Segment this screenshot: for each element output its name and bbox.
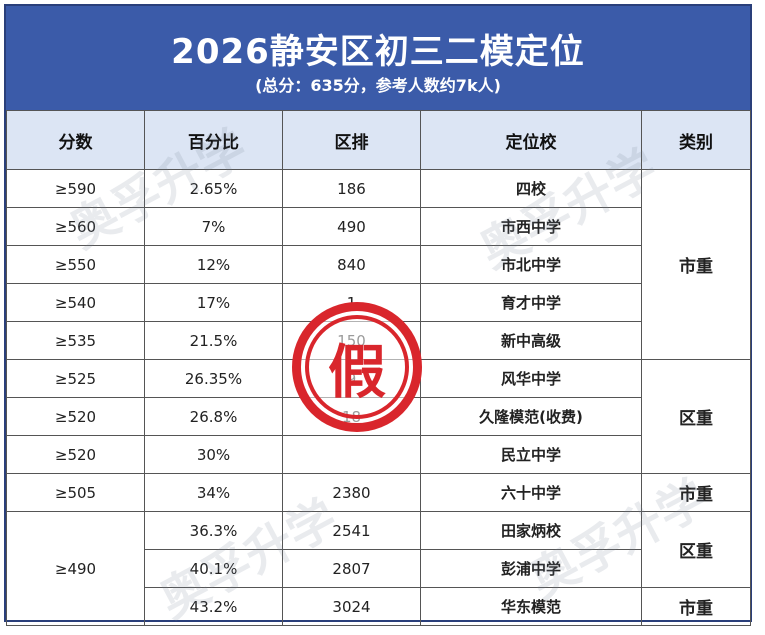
school-cell: 市西中学	[420, 207, 642, 246]
percent-cell: 2.65%	[144, 169, 283, 208]
school-cell: 久隆模范(收费)	[420, 397, 642, 436]
school-cell: 四校	[420, 169, 642, 208]
percent-cell: 7%	[144, 207, 283, 246]
rank-cell: 186	[282, 169, 421, 208]
percent-cell: 17%	[144, 283, 283, 322]
rank-cell: 2807	[282, 549, 421, 588]
fake-stamp: 假	[292, 302, 422, 432]
score-cell: ≥520	[6, 435, 145, 474]
percent-cell: 40.1%	[144, 549, 283, 588]
table-row: ≥490 36.3% 2541 田家炳校 区重	[6, 511, 751, 626]
table-row: ≥525 26.35% 9 风华中学 区重	[6, 359, 751, 474]
score-cell: ≥535	[6, 321, 145, 360]
rank-cell: 2380	[282, 473, 421, 512]
score-cell: ≥525	[6, 359, 145, 398]
score-cell: ≥560	[6, 207, 145, 246]
table-row: ≥550 12% 840 市北中学	[6, 245, 751, 284]
percent-cell: 21.5%	[144, 321, 283, 360]
column-header-rank: 区排	[282, 110, 421, 170]
percent-cell: 36.3%	[144, 511, 283, 550]
percent-cell: 34%	[144, 473, 283, 512]
page-title: 2026静安区初三二模定位	[171, 32, 585, 72]
table-header-row: 分数 百分比 区排 定位校 类别	[6, 110, 751, 170]
table-row: ≥505 34% 2380 六十中学 市重	[6, 473, 751, 512]
rank-cell: 3024	[282, 587, 421, 626]
score-cell: ≥505	[6, 473, 145, 512]
school-cell: 育才中学	[420, 283, 642, 322]
rank-cell: 840	[282, 245, 421, 284]
table-row: ≥520 30% 民立中学	[6, 435, 751, 474]
column-header-school: 定位校	[420, 110, 642, 170]
score-cell: ≥590	[6, 169, 145, 208]
percent-cell: 30%	[144, 435, 283, 474]
category-cell: 市重	[641, 169, 751, 360]
category-cell: 市重	[641, 587, 751, 626]
table-row: ≥560 7% 490 市西中学	[6, 207, 751, 246]
score-cell: ≥490	[6, 511, 145, 626]
percent-cell: 26.8%	[144, 397, 283, 436]
table-row: 40.1% 2807 彭浦中学	[7, 549, 751, 588]
header-banner: 2026静安区初三二模定位 (总分：635分，参考人数约7k人)	[6, 6, 750, 110]
school-cell: 彭浦中学	[420, 549, 642, 588]
percent-cell: 26.35%	[144, 359, 283, 398]
rank-cell	[282, 435, 421, 474]
school-cell: 市北中学	[420, 245, 642, 284]
school-cell: 风华中学	[420, 359, 642, 398]
table-row: ≥590 2.65% 186 四校 市重	[6, 169, 751, 360]
column-header-percent: 百分比	[144, 110, 283, 170]
rank-cell: 490	[282, 207, 421, 246]
page-subtitle: (总分：635分，参考人数约7k人)	[255, 76, 501, 95]
school-cell: 华东模范	[420, 587, 642, 626]
rank-cell: 2541	[282, 511, 421, 550]
stamp-character: 假	[305, 315, 409, 419]
score-cell: ≥550	[6, 245, 145, 284]
ranking-table: 分数 百分比 区排 定位校 类别 ≥590 2.65% 186 四校 市重 ≥5…	[6, 110, 751, 626]
score-cell: ≥540	[6, 283, 145, 322]
percent-cell: 43.2%	[144, 587, 283, 626]
table-container: 2026静安区初三二模定位 (总分：635分，参考人数约7k人) 分数 百分比 …	[4, 4, 752, 626]
table-row: 43.2% 3024 华东模范 市重	[7, 587, 751, 626]
category-cell: 市重	[641, 473, 751, 512]
school-cell: 田家炳校	[420, 511, 642, 550]
category-cell: 区重	[641, 359, 751, 474]
percent-cell: 12%	[144, 245, 283, 284]
school-cell: 民立中学	[420, 435, 642, 474]
school-cell: 新中高级	[420, 321, 642, 360]
category-cell: 区重	[641, 511, 751, 588]
column-header-category: 类别	[641, 110, 751, 170]
score-cell: ≥520	[6, 397, 145, 436]
column-header-score: 分数	[6, 110, 145, 170]
school-cell: 六十中学	[420, 473, 642, 512]
